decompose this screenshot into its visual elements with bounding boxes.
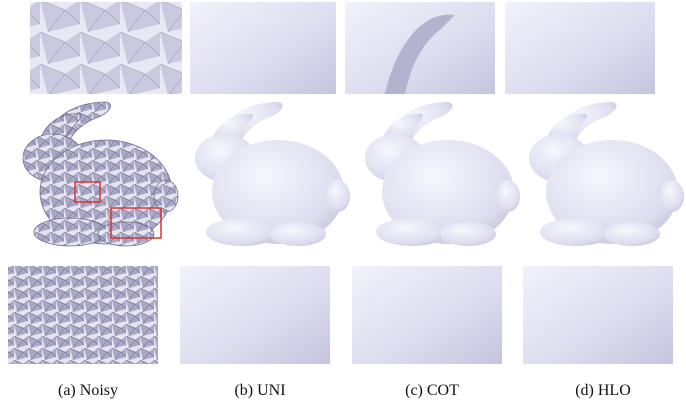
zoom-patch [352, 266, 502, 364]
bunny-noisy [22, 101, 179, 247]
zoom-patch [180, 266, 330, 364]
zoom-patch [190, 2, 336, 94]
artifact [385, 14, 455, 94]
zoom-box [74, 181, 101, 203]
caption: (d) HLO [575, 382, 631, 399]
zoom-box [110, 207, 162, 239]
zoom-patch [8, 266, 158, 364]
zoom-patch [30, 2, 182, 94]
caption: (a) Noisy [58, 382, 118, 399]
bunny-hlo [529, 102, 684, 246]
caption: (c) COT [405, 382, 459, 399]
caption: (b) UNI [234, 382, 286, 399]
bunny-cot [365, 102, 520, 246]
zoom-patch [505, 2, 655, 94]
bunny-uni [195, 102, 350, 246]
zoom-patch [523, 266, 673, 364]
